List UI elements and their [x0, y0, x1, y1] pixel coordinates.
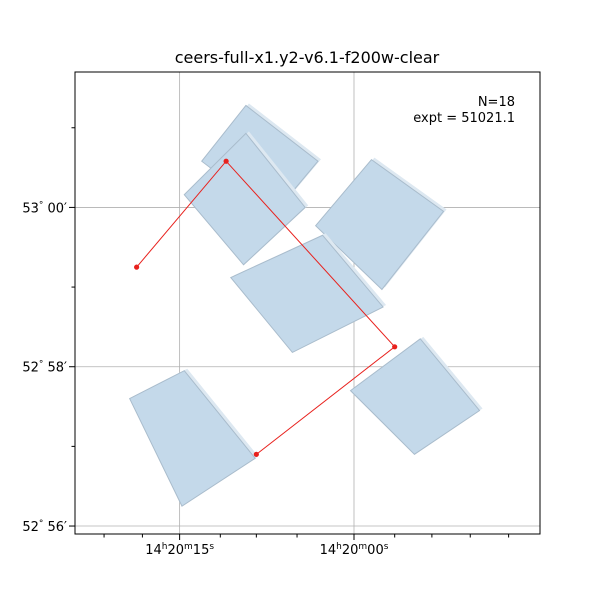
track-point	[134, 264, 140, 270]
y-tick-labels: 53° 00′ 52° 58′ 52° 56′	[22, 200, 67, 535]
track-point	[223, 158, 229, 164]
pointing-track	[134, 158, 398, 457]
axis-ticks	[69, 127, 510, 540]
x-tick-label: 14h20m15s	[145, 542, 214, 558]
axes-frame	[74, 71, 541, 535]
footprint	[183, 132, 306, 266]
track-line	[136, 160, 396, 455]
y-tick-label: 52° 56′	[22, 519, 67, 535]
footprints	[128, 103, 483, 507]
exposure-annotation: expt = 51021.1	[413, 111, 515, 126]
plot-area: 14h20m15s 14h20m00s 53° 00′ 52° 58′ 52° 56′	[22, 71, 541, 558]
footprint	[349, 338, 481, 455]
footprint	[128, 370, 256, 507]
footprint	[229, 234, 384, 354]
x-tick-labels: 14h20m15s 14h20m00s	[145, 542, 389, 558]
chart-title: ceers-full-x1.y2-v6.1-f200w-clear	[175, 48, 440, 67]
track-point	[253, 451, 259, 457]
footprint	[314, 158, 445, 291]
x-tick-label: 14h20m00s	[320, 542, 389, 558]
track-point	[392, 344, 398, 350]
y-tick-label: 52° 58′	[22, 360, 67, 376]
count-annotation: N=18	[478, 95, 515, 110]
y-tick-label: 53° 00′	[22, 200, 67, 216]
